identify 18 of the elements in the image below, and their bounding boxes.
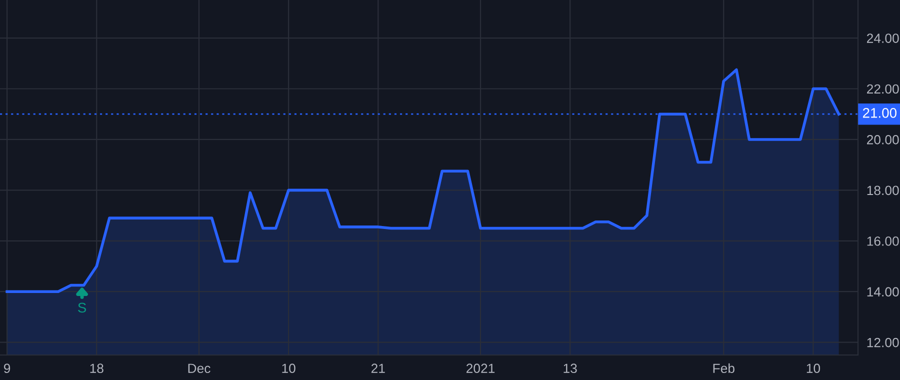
y-tick-label: 12.00 [867,338,899,348]
ref-line-label: 21.00 [862,108,897,118]
x-tick-label: 18 [90,364,104,374]
x-tick-label: 9 [4,364,10,374]
x-tick-label: Feb [713,363,734,374]
x-tick-label: 10 [806,364,820,374]
x-tick-label: 2021 [466,364,495,374]
y-tick-label: 20.00 [866,135,899,144]
y-tick-label: 24.00 [866,34,899,43]
y-tick-label: 22.00 [866,84,899,94]
y-tick-label: 16.00 [867,236,899,246]
y-tick-label: 14.00 [867,287,899,297]
x-tick-label: Dec [188,364,210,374]
x-tick-label: 10 [282,364,296,374]
y-tick-label: 18.00 [867,186,899,196]
x-tick-label: 13 [564,364,577,374]
annotation: S [78,302,86,313]
x-tick-label: 21 [371,364,385,373]
